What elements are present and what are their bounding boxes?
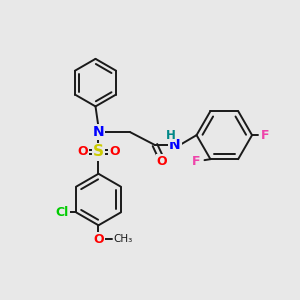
Text: O: O — [109, 146, 120, 158]
Text: S: S — [93, 145, 104, 160]
Text: O: O — [77, 146, 88, 158]
Text: N: N — [169, 138, 181, 152]
Text: Cl: Cl — [56, 206, 69, 219]
Text: F: F — [192, 154, 201, 168]
Text: F: F — [261, 129, 269, 142]
Text: H: H — [166, 129, 176, 142]
Text: N: N — [93, 125, 104, 139]
Text: CH₃: CH₃ — [113, 234, 133, 244]
Text: O: O — [93, 233, 104, 246]
Text: O: O — [157, 155, 167, 168]
